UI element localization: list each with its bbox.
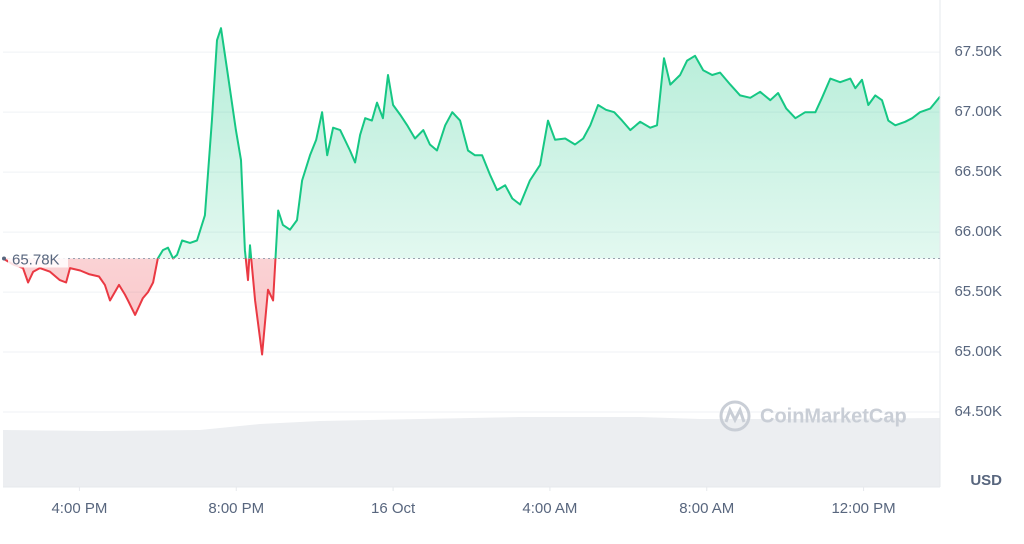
watermark: CoinMarketCap <box>719 400 907 432</box>
price-line-up <box>3 27 941 259</box>
price-line-down <box>2 258 277 356</box>
watermark-logo <box>719 400 751 432</box>
x-tick-label: 12:00 PM <box>831 500 895 517</box>
baseline-label: 65.78K <box>12 251 60 268</box>
watermark-logo-mark <box>724 406 746 424</box>
area-up <box>157 28 940 259</box>
area-down <box>3 258 940 355</box>
y-axis-unit: USD <box>970 472 1002 489</box>
x-tick-label: 8:00 AM <box>679 500 734 517</box>
y-tick-label: 66.50K <box>954 163 1002 180</box>
x-tick-label: 16 Oct <box>371 500 416 517</box>
baseline-label-bg <box>8 249 68 268</box>
x-tick-label: 4:00 PM <box>51 500 107 517</box>
x-tick-label: 4:00 AM <box>522 500 577 517</box>
y-tick-label: 66.00K <box>954 223 1002 240</box>
baseline-dot <box>2 256 6 261</box>
y-tick-label: 65.00K <box>954 343 1002 360</box>
y-tick-label: 64.50K <box>954 403 1002 420</box>
y-tick-label: 67.00K <box>954 103 1002 120</box>
x-tick-label: 8:00 PM <box>208 500 264 517</box>
y-tick-label: 67.50K <box>954 43 1002 60</box>
watermark-text: CoinMarketCap <box>760 405 907 427</box>
volume-area <box>3 417 940 487</box>
y-tick-label: 65.50K <box>954 283 1002 300</box>
